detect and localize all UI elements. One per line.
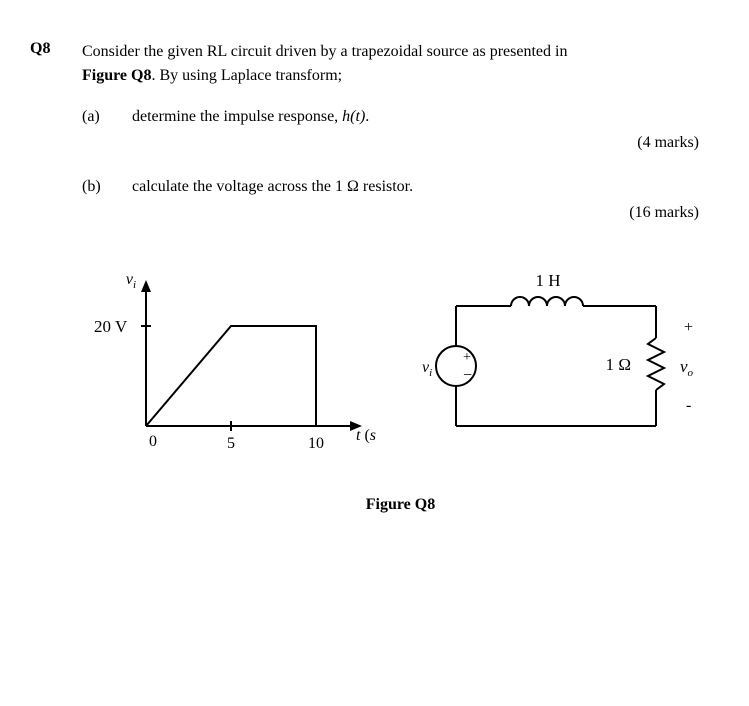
graph-y-label: vi — [125, 271, 135, 291]
part-a: (a) determine the impulse response, h(t)… — [82, 108, 719, 126]
source-plus: + — [463, 350, 471, 365]
figure-area: vi 20 V 0 5 10 t (s) + − vi 1 H — [82, 266, 719, 466]
part-b: (b) calculate the voltage across the 1 Ω… — [82, 178, 719, 196]
part-a-var: h(t) — [342, 108, 365, 125]
intro-figure-ref: Figure Q8 — [82, 67, 151, 84]
part-a-label: (a) — [82, 108, 112, 126]
inductor-label: 1 H — [535, 271, 560, 290]
question-body: Consider the given RL circuit driven by … — [82, 40, 719, 514]
question-number: Q8 — [30, 40, 64, 58]
resistor-label: 1 Ω — [605, 355, 630, 374]
graph-x-tick-0: 0 — [149, 433, 157, 450]
part-b-text: calculate the voltage across the 1 Ω res… — [132, 178, 413, 196]
circuit-diagram: + − vi 1 H 1 Ω + — [416, 266, 716, 466]
source-minus: − — [463, 367, 472, 384]
graph-x-label: t (s) — [356, 427, 376, 444]
part-b-marks: (16 marks) — [82, 204, 719, 222]
part-a-marks: (4 marks) — [82, 134, 719, 152]
part-a-text: determine the impulse response, h(t). — [132, 108, 369, 126]
graph-x-tick-5: 5 — [227, 435, 235, 452]
input-graph: vi 20 V 0 5 10 t (s) — [86, 266, 376, 466]
graph-x-tick-10: 10 — [308, 435, 324, 452]
part-b-label: (b) — [82, 178, 112, 196]
output-label: vo — [680, 357, 694, 379]
source-label: vi — [422, 359, 432, 379]
figure-caption: Figure Q8 — [82, 496, 719, 514]
intro-line2-rest: . By using Laplace transform; — [151, 67, 342, 84]
graph-y-tick-label: 20 V — [94, 317, 128, 336]
output-plus: + — [684, 319, 693, 336]
part-a-prefix: determine the impulse response, — [132, 108, 342, 125]
question-intro: Consider the given RL circuit driven by … — [82, 40, 719, 88]
part-a-suffix: . — [365, 108, 369, 125]
output-minus: - — [686, 397, 691, 414]
intro-line1: Consider the given RL circuit driven by … — [82, 43, 567, 60]
